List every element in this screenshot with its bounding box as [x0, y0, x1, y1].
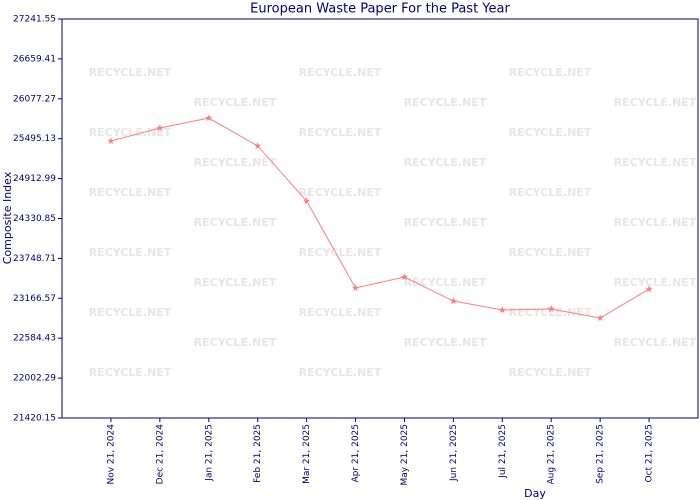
x-tick-label: Nov 21, 2024 — [106, 424, 116, 485]
point — [645, 285, 653, 293]
y-tick-label: 26077.27 — [13, 94, 56, 104]
x-tick-label: Oct 21, 2025 — [645, 424, 655, 483]
chart-title: European Waste Paper For the Past Year — [250, 2, 510, 17]
y-tick-label: 23748.71 — [13, 254, 56, 264]
watermark: RECYCLE.NET — [299, 186, 382, 199]
watermark: RECYCLE.NET — [509, 246, 592, 259]
point — [449, 297, 457, 305]
watermark: RECYCLE.NET — [194, 156, 277, 169]
point — [107, 137, 115, 145]
watermark: RECYCLE.NET — [299, 366, 382, 379]
y-axis-title: Composite Index — [1, 171, 14, 264]
watermark: RECYCLE.NET — [89, 306, 172, 319]
watermark: RECYCLE.NET — [509, 66, 592, 79]
y-tick-label: 25495.13 — [13, 134, 56, 144]
watermark: RECYCLE.NET — [194, 336, 277, 349]
watermark: RECYCLE.NET — [404, 156, 487, 169]
watermark: RECYCLE.NET — [404, 276, 487, 289]
point — [400, 273, 409, 281]
y-tick-label: 27241.55 — [13, 15, 56, 25]
point — [596, 314, 604, 322]
watermark: RECYCLE.NET — [614, 216, 697, 229]
x-tick-label: Apr 21, 2025 — [351, 424, 361, 483]
watermark: RECYCLE.NET — [194, 276, 277, 289]
watermark: RECYCLE.NET — [614, 336, 697, 349]
watermark: RECYCLE.NET — [509, 366, 592, 379]
watermark: RECYCLE.NET — [299, 66, 382, 79]
watermark: RECYCLE.NET — [404, 216, 487, 229]
y-tick-label: 26659.41 — [13, 54, 56, 64]
x-tick-label: Jun 21, 2025 — [449, 424, 459, 482]
x-tick-label: May 21, 2025 — [400, 424, 410, 486]
watermark: RECYCLE.NET — [509, 186, 592, 199]
x-axis-title: Day — [524, 487, 546, 500]
point — [498, 306, 506, 314]
watermark: RECYCLE.NET — [89, 366, 172, 379]
watermark: RECYCLE.NET — [299, 126, 382, 139]
y-tick-label: 24330.85 — [13, 214, 56, 224]
line — [110, 117, 650, 319]
watermark: RECYCLE.NET — [89, 126, 172, 139]
point — [156, 124, 164, 132]
y-tick-label: 24912.99 — [13, 174, 56, 184]
watermark: RECYCLE.NET — [614, 96, 697, 109]
watermark: RECYCLE.NET — [299, 306, 382, 319]
watermark: RECYCLE.NET — [509, 126, 592, 139]
x-tick-label: Sep 21, 2025 — [596, 424, 606, 484]
watermark: RECYCLE.NET — [89, 66, 172, 79]
point — [351, 284, 360, 292]
point — [205, 114, 213, 122]
point — [254, 142, 262, 150]
watermark: RECYCLE.NET — [89, 186, 172, 199]
x-tick-label: Aug 21, 2025 — [547, 424, 557, 485]
y-tick-label: 22584.43 — [13, 334, 56, 344]
watermark: RECYCLE.NET — [404, 96, 487, 109]
watermark: RECYCLE.NET — [194, 96, 277, 109]
x-tick-label: Feb 21, 2025 — [253, 424, 263, 483]
watermark: RECYCLE.NET — [614, 276, 697, 289]
x-tick-label: Mar 21, 2025 — [302, 424, 312, 484]
y-tick-label: 23166.57 — [13, 294, 56, 304]
watermark: RECYCLE.NET — [299, 246, 382, 259]
x-tick-label: Jul 21, 2025 — [498, 424, 508, 479]
watermark: RECYCLE.NET — [194, 216, 277, 229]
watermark: RECYCLE.NET — [614, 156, 697, 169]
watermark: RECYCLE.NET — [404, 336, 487, 349]
y-tick-label: 22002.29 — [13, 374, 56, 384]
point — [547, 305, 555, 313]
watermark: RECYCLE.NET — [89, 246, 172, 259]
x-tick-label: Jan 21, 2025 — [204, 424, 214, 482]
y-tick-label: 21420.15 — [13, 414, 56, 424]
point — [303, 197, 311, 205]
x-tick-label: Dec 21, 2024 — [155, 424, 165, 485]
